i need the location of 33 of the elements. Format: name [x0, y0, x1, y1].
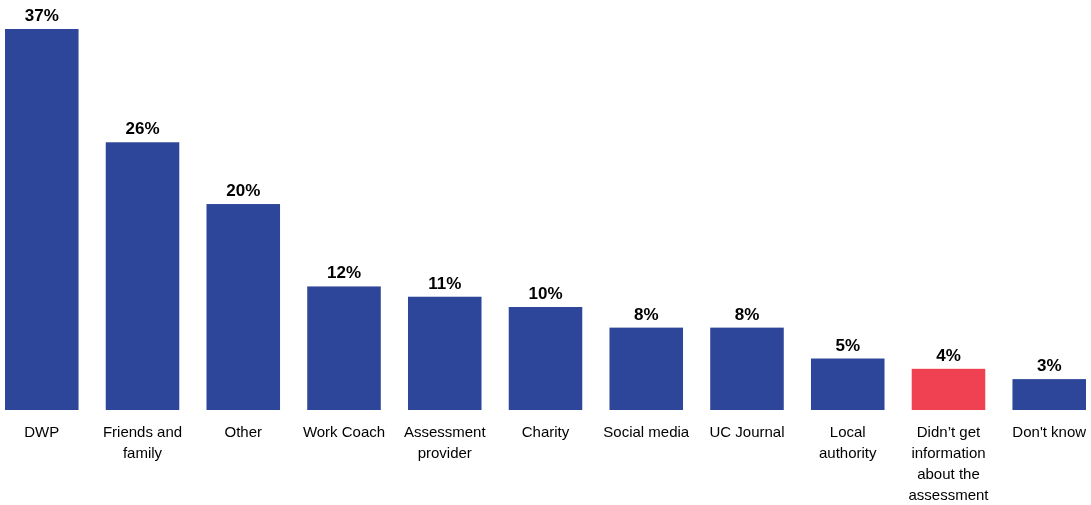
data-label: 5% — [835, 335, 861, 355]
x-tick-label: Other — [224, 423, 263, 440]
data-label: 3% — [1036, 356, 1062, 376]
data-label: 10% — [528, 284, 563, 304]
data-label: 11% — [428, 273, 462, 293]
bar — [810, 358, 885, 410]
bar — [5, 29, 79, 410]
x-tick-label: Friends and family — [102, 423, 183, 461]
x-tick-label: Assessment provider — [403, 423, 487, 461]
x-tick-label: Didn’t get information about the assessment — [908, 423, 990, 503]
x-tick-label: DWP — [24, 423, 60, 440]
x-tick-label: Charity — [521, 423, 570, 440]
bar — [105, 142, 180, 410]
data-label: 20% — [226, 181, 261, 201]
bar — [307, 286, 381, 410]
data-label: 37% — [24, 6, 59, 25]
bar — [508, 307, 583, 410]
data-label: 12% — [326, 263, 362, 283]
bar — [710, 327, 784, 410]
x-tick-label: Local authority — [818, 423, 877, 461]
x-tick-label: UC Journal — [709, 423, 785, 440]
data-label: 26% — [125, 119, 160, 139]
x-tick-label: Social media — [603, 423, 690, 440]
bar — [911, 368, 986, 410]
bar — [407, 296, 482, 410]
bar — [1012, 379, 1086, 410]
x-tick-label: Don't know — [1012, 423, 1087, 440]
data-label: 8% — [734, 304, 760, 324]
x-tick-label: Work Coach — [302, 423, 386, 440]
data-label: 4% — [936, 345, 961, 365]
data-label: 8% — [633, 304, 659, 324]
bar — [206, 204, 281, 410]
bar — [609, 327, 684, 410]
